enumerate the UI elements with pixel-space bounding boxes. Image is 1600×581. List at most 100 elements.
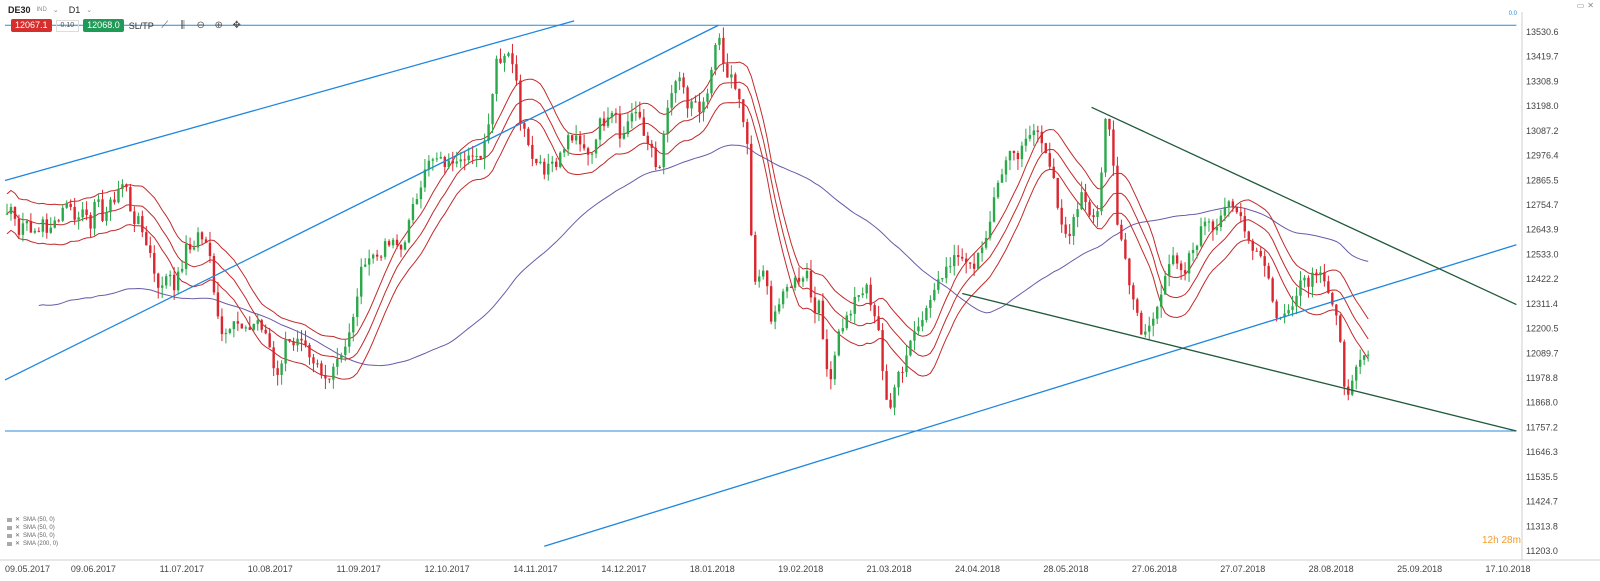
y-tick-label: 12865.5 <box>1526 175 1559 185</box>
candle-body <box>1339 315 1342 342</box>
candle-body <box>1323 272 1326 282</box>
close-icon[interactable]: ✕ <box>1587 1 1594 10</box>
candle-countdown: 12h 28m <box>1482 535 1521 546</box>
candle-body <box>829 369 833 380</box>
indicator-visibility-icon[interactable] <box>7 534 12 538</box>
timeframe-label[interactable]: D1 <box>68 5 81 15</box>
candle-body <box>769 286 773 322</box>
candle-body <box>1044 143 1047 154</box>
candle-body <box>873 305 876 317</box>
lower-channel-line <box>4 24 719 381</box>
candle-body <box>586 148 590 155</box>
candle-body <box>288 339 291 342</box>
x-tick-label: 19.02.2018 <box>778 564 823 574</box>
candle-body <box>988 221 992 238</box>
candle-body <box>1207 221 1211 223</box>
descending-support-line <box>962 292 1517 432</box>
y-tick-label: 12200.5 <box>1526 324 1559 334</box>
legend-item[interactable]: ✕ SMA (50, 0) <box>7 516 58 524</box>
candle-body <box>375 254 379 257</box>
candle-body <box>857 295 860 297</box>
x-tick-label: 09.05.2017 <box>5 564 50 574</box>
candle-body <box>1008 150 1012 161</box>
candle-type-icon[interactable]: ⫼ <box>180 20 186 31</box>
buy-button[interactable]: 12068.0 <box>83 19 124 32</box>
zoom-in-icon[interactable]: ⊕ <box>214 20 223 31</box>
candle-body <box>49 227 52 233</box>
symbol-label[interactable]: DE30 <box>8 5 31 15</box>
indicator-visibility-icon[interactable] <box>7 518 12 522</box>
candle-body <box>746 122 749 144</box>
candle-body <box>1012 150 1016 154</box>
candle-body <box>825 339 829 370</box>
candle-body <box>833 355 837 380</box>
y-tick-label: 12311.4 <box>1526 299 1558 309</box>
candle-body <box>1191 249 1195 254</box>
legend-label: SMA (50, 0) <box>23 517 55 523</box>
candle-body <box>865 284 868 294</box>
candle-body <box>439 157 443 159</box>
candle-body <box>1052 166 1055 178</box>
legend-item[interactable]: ✕ SMA (50, 0) <box>7 532 58 540</box>
legend-item[interactable]: ✕ SMA (50, 0) <box>7 524 58 532</box>
candle-body <box>590 153 594 155</box>
candle-body <box>280 363 283 375</box>
candle-body <box>551 161 554 164</box>
candle-body <box>698 101 701 113</box>
candle-body <box>1108 118 1111 130</box>
volume-input[interactable]: 0.10 <box>55 19 80 32</box>
maximize-icon[interactable]: ▭ <box>1576 1 1585 10</box>
candle-body <box>121 184 124 189</box>
candle-body <box>1211 221 1215 231</box>
candle-body <box>168 274 172 277</box>
legend-item[interactable]: ✕ SMA (200, 0) <box>7 540 58 548</box>
sell-button[interactable]: 12067.1 <box>11 19 52 32</box>
candle-body <box>240 323 244 329</box>
x-tick-label: 21.03.2018 <box>867 564 912 574</box>
candle-body <box>1148 325 1151 332</box>
candle-body <box>957 255 960 257</box>
candle-body <box>387 241 391 246</box>
candle-body <box>236 321 240 324</box>
candle-body <box>638 111 642 118</box>
candle-body <box>447 160 450 168</box>
move-icon[interactable]: ✥ <box>232 20 241 31</box>
candle-body <box>407 220 411 243</box>
line-chart-icon[interactable]: ⟋ <box>161 20 169 31</box>
candle-body <box>1366 354 1370 356</box>
candle-body <box>109 199 112 213</box>
y-tick-label: 13530.6 <box>1526 27 1559 37</box>
x-tick-label: 11.09.2017 <box>336 564 380 574</box>
sltp-button[interactable]: SL/TP <box>128 20 154 31</box>
candle-body <box>9 206 13 214</box>
candle-body <box>328 378 331 380</box>
zoom-out-icon[interactable]: ⊖ <box>196 20 205 31</box>
candle-body <box>531 144 534 159</box>
x-tick-label: 14.11.2017 <box>513 564 557 574</box>
candle-body <box>618 114 622 139</box>
candle-body <box>308 344 311 358</box>
candle-body <box>1303 277 1306 281</box>
candle-body <box>29 221 33 233</box>
candle-body <box>208 242 212 257</box>
candle-body <box>622 134 626 139</box>
candle-body <box>101 199 104 221</box>
candle-body <box>602 118 606 127</box>
indicator-visibility-icon[interactable] <box>7 542 12 546</box>
candle-body <box>25 221 29 224</box>
timeframe-dropdown-icon[interactable]: ⌄ <box>86 7 93 14</box>
candle-body <box>45 219 48 233</box>
candle-body <box>252 323 255 330</box>
candle-body <box>1259 250 1262 257</box>
candle-body <box>801 278 805 282</box>
candle-body <box>1167 264 1171 277</box>
candle-body <box>594 139 598 154</box>
candle-body <box>495 58 498 94</box>
symbol-dropdown-icon[interactable]: ⌄ <box>52 7 59 14</box>
candle-body <box>582 144 586 149</box>
indicator-visibility-icon[interactable] <box>7 526 12 530</box>
candle-body <box>527 128 530 145</box>
candle-body <box>352 316 355 333</box>
candle-body <box>467 155 470 161</box>
